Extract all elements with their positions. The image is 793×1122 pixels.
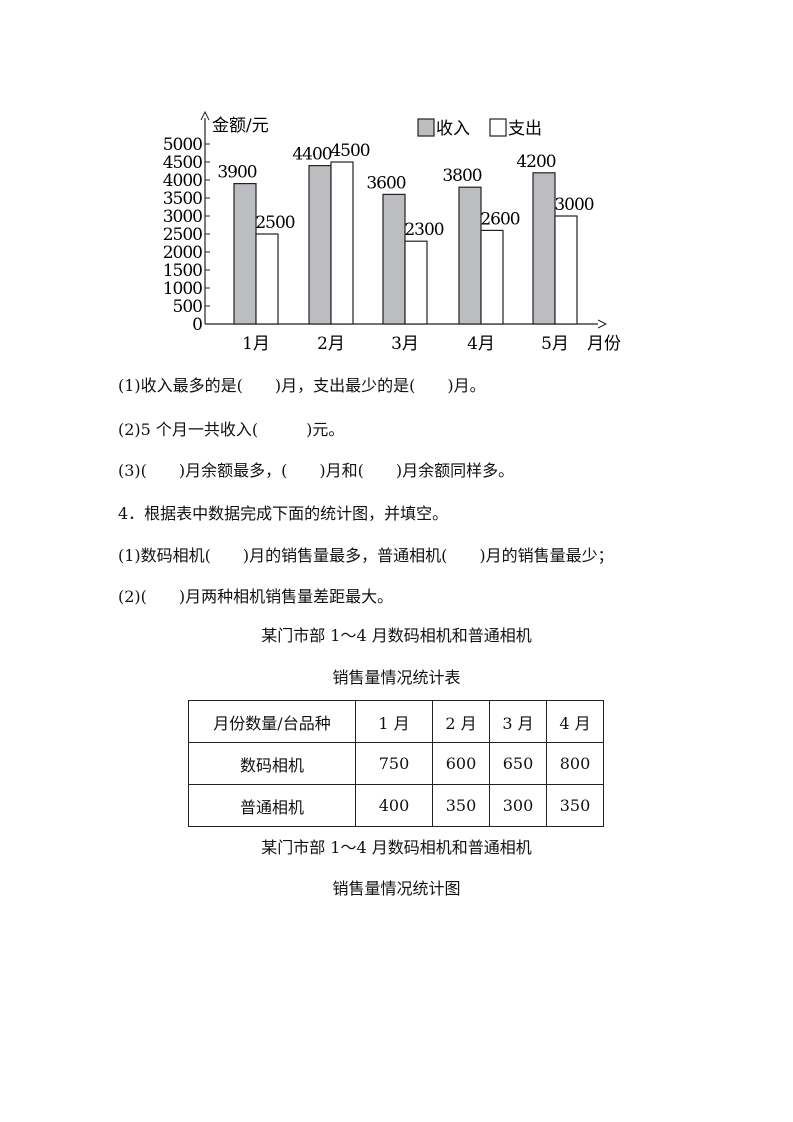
question-4: 4．根据表中数据完成下面的统计图，并填空。 bbox=[118, 504, 449, 523]
bar-income bbox=[532, 172, 556, 325]
x-tick-label: 3月 bbox=[391, 334, 419, 354]
y-tick-label: 0 bbox=[192, 315, 202, 335]
x-axis-label: 月份 bbox=[587, 334, 621, 354]
question-2: (2)5 个月一共收入( )元。 bbox=[118, 420, 345, 439]
figure-title-line1: 某门市部 1～4 月数码相机和普通相机 bbox=[261, 838, 532, 857]
y-tick-label: 2500 bbox=[163, 225, 202, 245]
bar-expense bbox=[255, 233, 279, 325]
income-expense-bar-chart: 金额/元月份0500100015002000250030003500400045… bbox=[163, 110, 621, 354]
cell: 350 bbox=[546, 784, 604, 827]
x-tick-label: 2月 bbox=[317, 334, 345, 354]
data-label: 2600 bbox=[480, 209, 519, 229]
bar-expense bbox=[480, 229, 504, 325]
question-4-1: (1)数码相机( )月的销售量最多，普通相机( )月的销售量最少； bbox=[118, 546, 614, 565]
data-label: 4200 bbox=[516, 152, 555, 172]
x-tick-label: 1月 bbox=[242, 334, 270, 354]
data-label: 3000 bbox=[554, 195, 593, 215]
question-1: (1)收入最多的是( )月，支出最少的是( )月。 bbox=[118, 376, 486, 395]
data-label: 3800 bbox=[442, 166, 481, 186]
bar-income bbox=[233, 183, 257, 325]
question-3: (3)( )月余额最多，( )月和( )月余额同样多。 bbox=[118, 461, 515, 480]
question-4-2: (2)( )月两种相机销售量差距最大。 bbox=[118, 587, 394, 606]
figure-title-line2: 销售量情况统计图 bbox=[332, 879, 461, 898]
bar-expense bbox=[330, 161, 354, 325]
y-tick-label: 4500 bbox=[163, 153, 202, 173]
header-cell: 2 月 bbox=[432, 700, 490, 743]
row-label: 普通相机 bbox=[188, 784, 356, 827]
x-axis-arrow-icon bbox=[597, 319, 608, 329]
bar-expense bbox=[404, 240, 428, 325]
header-cell: 1 月 bbox=[355, 700, 433, 743]
legend-swatch bbox=[489, 118, 507, 137]
bar-income bbox=[382, 193, 406, 325]
data-label: 3600 bbox=[366, 173, 405, 193]
data-label: 4500 bbox=[330, 141, 369, 161]
y-tick-label: 2000 bbox=[163, 243, 202, 263]
y-tick-label: 500 bbox=[173, 297, 203, 317]
cell: 650 bbox=[489, 742, 547, 785]
cell: 400 bbox=[355, 784, 433, 827]
y-tick-label: 3500 bbox=[163, 189, 202, 209]
legend-swatch bbox=[417, 118, 435, 137]
data-label: 2500 bbox=[255, 213, 294, 233]
bar-expense bbox=[554, 215, 578, 325]
header-cell: 月份数量/台品种 bbox=[188, 700, 356, 743]
table-row: 普通相机 400 350 300 350 bbox=[188, 784, 604, 827]
cell: 600 bbox=[432, 742, 490, 785]
data-label: 3900 bbox=[217, 163, 256, 183]
bar-income bbox=[458, 186, 482, 325]
sales-table: 月份数量/台品种 1 月 2 月 3 月 4 月 数码相机 750 600 65… bbox=[188, 700, 604, 827]
data-label: 2300 bbox=[404, 220, 443, 240]
y-tick-label: 1500 bbox=[163, 261, 202, 281]
cell: 750 bbox=[355, 742, 433, 785]
y-axis-arrow-icon bbox=[200, 110, 210, 121]
cell: 300 bbox=[489, 784, 547, 827]
header-cell: 3 月 bbox=[489, 700, 547, 743]
table-title-line2: 销售量情况统计表 bbox=[332, 668, 461, 687]
data-label: 4400 bbox=[292, 145, 331, 165]
y-tick-label: 4000 bbox=[163, 171, 202, 191]
row-label: 数码相机 bbox=[188, 742, 356, 785]
cell: 800 bbox=[546, 742, 604, 785]
x-tick-label: 4月 bbox=[467, 334, 495, 354]
legend-label: 支出 bbox=[508, 119, 542, 139]
header-cell: 4 月 bbox=[546, 700, 604, 743]
table-header-row: 月份数量/台品种 1 月 2 月 3 月 4 月 bbox=[188, 700, 604, 743]
y-axis-label: 金额/元 bbox=[212, 116, 269, 136]
table-title-line1: 某门市部 1～4 月数码相机和普通相机 bbox=[261, 626, 532, 645]
table-row: 数码相机 750 600 650 800 bbox=[188, 742, 604, 785]
x-tick-label: 5月 bbox=[541, 334, 569, 354]
legend-label: 收入 bbox=[436, 119, 470, 139]
y-tick-label: 5000 bbox=[163, 135, 202, 155]
y-tick-label: 3000 bbox=[163, 207, 202, 227]
bar-income bbox=[308, 165, 332, 325]
cell: 350 bbox=[432, 784, 490, 827]
y-tick-label: 1000 bbox=[163, 279, 202, 299]
